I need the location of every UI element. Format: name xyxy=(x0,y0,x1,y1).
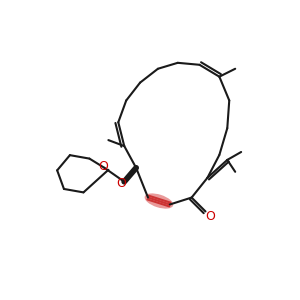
Ellipse shape xyxy=(145,194,173,208)
Text: O: O xyxy=(116,177,126,190)
Text: O: O xyxy=(98,160,108,173)
Text: O: O xyxy=(206,210,215,223)
